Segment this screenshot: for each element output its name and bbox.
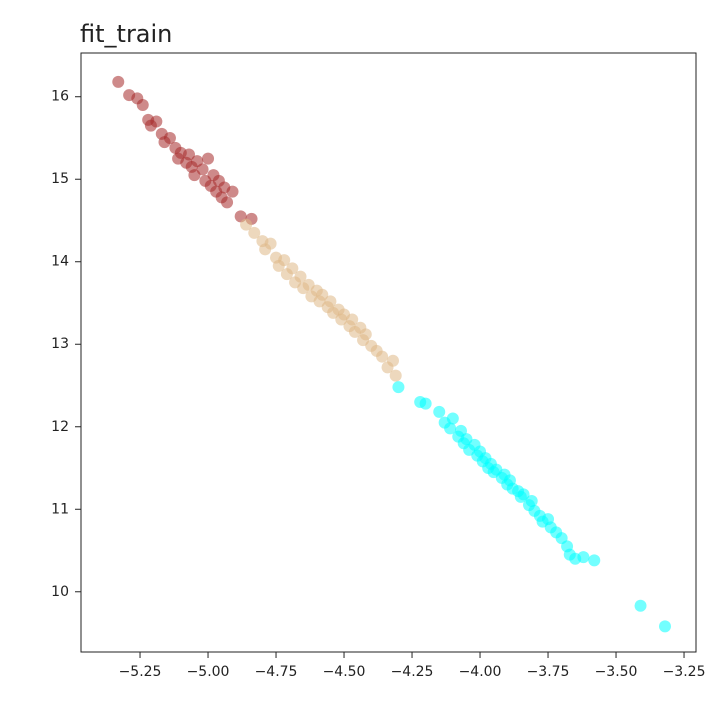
- y-tick-label: 11: [51, 501, 69, 517]
- y-tick-label: 15: [51, 171, 69, 187]
- point: [196, 163, 209, 176]
- x-tick-label: −3.25: [663, 664, 706, 680]
- y-tick-label: 16: [51, 89, 69, 105]
- x-tick-label: −3.75: [527, 664, 570, 680]
- y-tick-label: 10: [51, 584, 69, 600]
- point: [634, 599, 647, 612]
- point: [248, 226, 261, 239]
- point: [136, 98, 149, 111]
- y-tick-label: 12: [51, 419, 69, 435]
- point: [202, 152, 215, 165]
- point: [389, 369, 402, 382]
- chart-title: fit_train: [80, 20, 172, 48]
- y-tick-label: 14: [51, 254, 69, 270]
- x-tick-label: −4.25: [391, 664, 434, 680]
- point: [324, 295, 337, 308]
- point: [150, 115, 163, 128]
- point: [359, 328, 372, 341]
- point: [264, 237, 277, 250]
- point: [346, 313, 359, 326]
- point: [658, 620, 671, 633]
- plot-frame: [80, 52, 697, 653]
- point: [577, 551, 590, 564]
- x-tick-label: −4.75: [255, 664, 298, 680]
- point: [376, 350, 389, 363]
- point: [517, 488, 530, 501]
- point: [112, 75, 125, 88]
- point: [316, 288, 329, 301]
- point: [525, 495, 538, 508]
- point: [221, 196, 234, 209]
- point: [446, 412, 459, 425]
- x-tick-label: −3.50: [595, 664, 638, 680]
- x-tick-label: −5.00: [187, 664, 230, 680]
- point: [444, 422, 457, 435]
- x-tick-label: −4.50: [323, 664, 366, 680]
- x-tick-label: −5.25: [119, 664, 162, 680]
- point: [163, 131, 176, 144]
- point: [240, 218, 253, 231]
- point: [286, 262, 299, 275]
- point: [278, 254, 291, 267]
- point: [588, 554, 601, 567]
- point: [386, 354, 399, 367]
- point: [294, 270, 307, 283]
- y-tick-label: 13: [51, 336, 69, 352]
- point: [182, 148, 195, 161]
- point: [392, 381, 405, 394]
- point: [433, 405, 446, 418]
- point: [226, 185, 239, 198]
- point: [419, 397, 432, 410]
- x-tick-label: −4.00: [459, 664, 502, 680]
